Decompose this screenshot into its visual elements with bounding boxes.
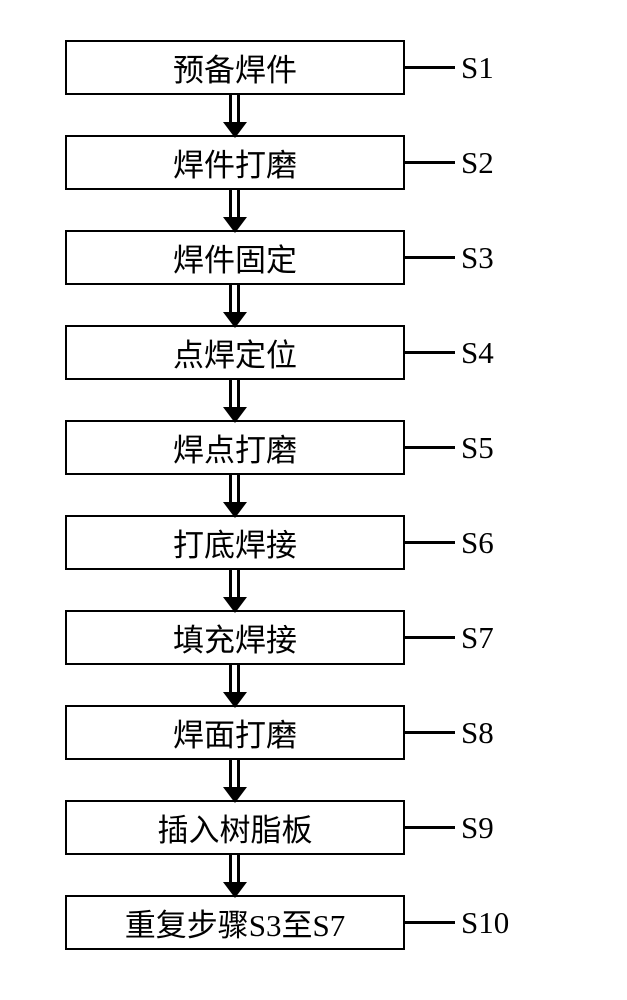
flow-step: 焊点打磨 S5 [65, 420, 565, 475]
step-text: 打底焊接 [173, 520, 297, 565]
flowchart-container: 预备焊件 S1 焊件打磨 S2 焊件固定 S3 点焊定位 S4 焊点打磨 S5 … [65, 40, 565, 950]
step-label: S9 [461, 810, 494, 846]
step-box: 重复步骤S3至S7 [65, 895, 405, 950]
step-box: 插入树脂板 [65, 800, 405, 855]
flow-step: 焊件固定 S3 [65, 230, 565, 285]
step-label: S6 [461, 525, 494, 561]
step-text: 焊件固定 [173, 235, 297, 280]
step-text: 预备焊件 [173, 45, 297, 90]
flow-step: 重复步骤S3至S7 S10 [65, 895, 565, 950]
flow-step: 预备焊件 S1 [65, 40, 565, 95]
step-label: S8 [461, 715, 494, 751]
label-connector [405, 351, 455, 354]
step-box: 预备焊件 [65, 40, 405, 95]
step-text: 重复步骤S3至S7 [125, 900, 345, 945]
down-arrow-icon [65, 855, 405, 895]
step-box: 焊点打磨 [65, 420, 405, 475]
step-box: 点焊定位 [65, 325, 405, 380]
step-text: 焊面打磨 [173, 710, 297, 755]
label-connector [405, 826, 455, 829]
flow-step: 填充焊接 S7 [65, 610, 565, 665]
flow-step: 打底焊接 S6 [65, 515, 565, 570]
step-text: 点焊定位 [173, 330, 297, 375]
label-connector [405, 161, 455, 164]
flow-step: 焊面打磨 S8 [65, 705, 565, 760]
down-arrow-icon [65, 760, 405, 800]
step-box: 打底焊接 [65, 515, 405, 570]
step-label: S1 [461, 50, 494, 86]
step-box: 焊件打磨 [65, 135, 405, 190]
label-connector [405, 256, 455, 259]
down-arrow-icon [65, 380, 405, 420]
down-arrow-icon [65, 665, 405, 705]
step-label: S3 [461, 240, 494, 276]
step-box: 焊面打磨 [65, 705, 405, 760]
step-text: 填充焊接 [173, 615, 297, 660]
down-arrow-icon [65, 285, 405, 325]
step-text: 插入树脂板 [158, 805, 313, 850]
down-arrow-icon [65, 95, 405, 135]
label-connector [405, 731, 455, 734]
label-connector [405, 921, 455, 924]
down-arrow-icon [65, 475, 405, 515]
step-text: 焊点打磨 [173, 425, 297, 470]
label-connector [405, 66, 455, 69]
down-arrow-icon [65, 570, 405, 610]
step-box: 焊件固定 [65, 230, 405, 285]
flow-step: 插入树脂板 S9 [65, 800, 565, 855]
flow-step: 点焊定位 S4 [65, 325, 565, 380]
step-label: S4 [461, 335, 494, 371]
step-text: 焊件打磨 [173, 140, 297, 185]
label-connector [405, 541, 455, 544]
step-box: 填充焊接 [65, 610, 405, 665]
step-label: S10 [461, 905, 509, 941]
step-label: S2 [461, 145, 494, 181]
down-arrow-icon [65, 190, 405, 230]
flow-step: 焊件打磨 S2 [65, 135, 565, 190]
step-label: S7 [461, 620, 494, 656]
label-connector [405, 446, 455, 449]
label-connector [405, 636, 455, 639]
step-label: S5 [461, 430, 494, 466]
